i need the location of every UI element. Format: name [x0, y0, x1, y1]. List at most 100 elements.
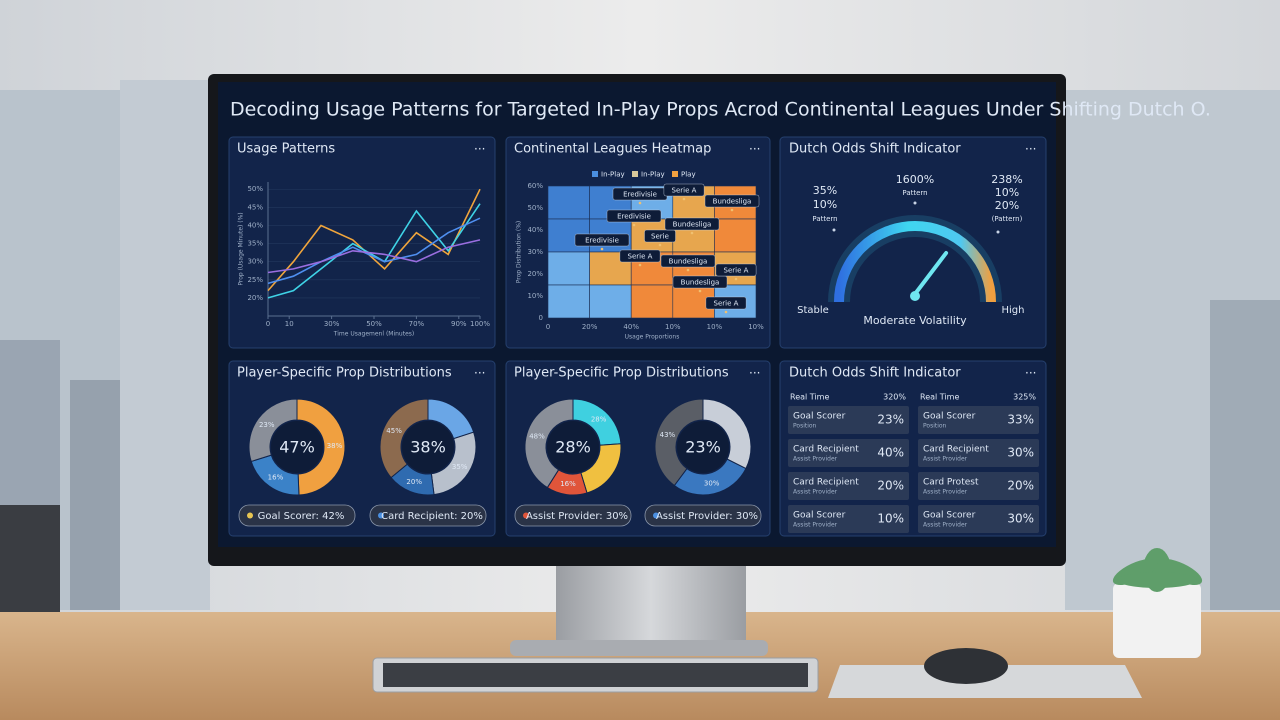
- tag-dot: [632, 223, 636, 227]
- row-name: Goal Scorer: [793, 412, 846, 422]
- y-axis-label: Prop (Usage Minute) (%): [238, 212, 245, 285]
- legend-label: In-Play: [641, 171, 665, 179]
- row-sub: Assist Provider: [923, 456, 968, 463]
- row-value: 30%: [1007, 446, 1034, 460]
- plant: [1112, 548, 1203, 592]
- table-row: [918, 406, 1039, 434]
- y-tick-label: 10%: [527, 292, 543, 300]
- tag-box: [672, 275, 728, 289]
- pill-label: Assist Provider: 30%: [656, 511, 758, 522]
- x-axis-label: Time Usagemenl (Minutes): [333, 331, 415, 338]
- y-tick-label: 0: [539, 314, 543, 322]
- segment-label: 30%: [704, 479, 720, 487]
- donut-hole: [271, 421, 323, 473]
- tag-label: Bundesliga: [673, 221, 712, 229]
- pill[interactable]: [514, 504, 632, 527]
- table-row: [788, 406, 909, 434]
- donut-center: 38%: [410, 438, 446, 457]
- tag-box: [644, 229, 676, 243]
- x-tick-label: 10%: [748, 323, 764, 331]
- row-sub: Assist Provider: [793, 489, 838, 496]
- heat-cell: [714, 218, 757, 253]
- donut-segment: [379, 398, 429, 479]
- tag-box: [664, 217, 720, 231]
- gauge-hub: [910, 291, 920, 301]
- gauge-label: 20%: [995, 199, 1019, 212]
- gauge-label: 10%: [995, 186, 1019, 199]
- marker: [996, 230, 1000, 234]
- pill[interactable]: [644, 504, 762, 527]
- gauge-label: 1600%: [896, 173, 934, 186]
- pill[interactable]: [369, 504, 487, 527]
- table-row: [918, 505, 1039, 533]
- segment-label: 16%: [268, 474, 284, 482]
- tag-dot: [690, 231, 694, 235]
- row-name: Card Protest: [923, 478, 979, 488]
- row-sub: Assist Provider: [923, 489, 968, 496]
- panel-menu[interactable]: ...: [749, 363, 760, 377]
- gauge-high: High: [1002, 305, 1025, 316]
- pill-dot: [378, 512, 384, 519]
- tag-label: Serie A: [724, 267, 749, 275]
- x-tick-label: 50%: [366, 320, 382, 328]
- tag-label: Bundesliga: [681, 279, 720, 287]
- x-tick-label: 70%: [409, 320, 425, 328]
- tag-dot: [730, 208, 734, 212]
- segment-label: 35%: [452, 463, 468, 471]
- tag-dot: [638, 201, 642, 205]
- gauge-track: [834, 221, 996, 303]
- gauge-low: Stable: [797, 305, 829, 316]
- table-header: 325%: [1013, 393, 1036, 402]
- panel-menu[interactable]: ...: [474, 139, 485, 153]
- row-sub: Assist Provider: [793, 456, 838, 463]
- tag-box: [606, 209, 662, 223]
- table-header: Real Time: [920, 393, 959, 402]
- row-value: 23%: [877, 413, 904, 427]
- gauge-caption: Moderate Volatility: [863, 314, 967, 327]
- table-header: 320%: [883, 393, 906, 402]
- pill[interactable]: [238, 504, 356, 527]
- panel-menu[interactable]: ...: [1025, 139, 1036, 153]
- y-tick-label: 60%: [527, 182, 543, 190]
- segment-label: 20%: [406, 478, 422, 486]
- pill-label: Goal Scorer: 42%: [258, 511, 345, 522]
- tag-box: [705, 296, 747, 310]
- tag-dot: [638, 263, 642, 267]
- segment-label: 23%: [259, 421, 275, 429]
- monitor-stand: [556, 562, 746, 650]
- heat-cell: [547, 284, 590, 319]
- legend-swatch: [632, 171, 638, 177]
- segment-label: 48%: [529, 433, 545, 441]
- tag-dot: [682, 197, 686, 201]
- panel-title: Player-Specific Prop Distributions: [514, 366, 729, 381]
- y-tick-label: 20%: [527, 270, 543, 278]
- city-blur: [1210, 300, 1280, 610]
- y-tick-label: 35%: [247, 240, 263, 248]
- tag-dot: [734, 277, 738, 281]
- segment-label: 43%: [660, 431, 676, 439]
- y-tick-label: 40%: [247, 221, 263, 229]
- y-tick-label: 20%: [247, 294, 263, 302]
- pill-label: Assist Provider: 30%: [526, 511, 628, 522]
- panel-menu[interactable]: ...: [474, 363, 485, 377]
- panel-title: Player-Specific Prop Distributions: [237, 366, 452, 381]
- tag-dot: [658, 243, 662, 247]
- y-tick-label: 30%: [527, 248, 543, 256]
- segment-label: 38%: [327, 442, 343, 450]
- y-tick-label: 50%: [247, 185, 263, 193]
- x-axis-label: Usage Proportions: [625, 334, 680, 341]
- x-tick-label: 90%: [451, 320, 467, 328]
- y-tick-label: 25%: [247, 276, 263, 284]
- panel-title: Dutch Odds Shift Indicator: [789, 142, 961, 157]
- tag-box: [715, 263, 757, 277]
- legend-label: In-Play: [601, 171, 625, 179]
- tag-label: Eredivisie: [623, 191, 657, 199]
- row-name: Goal Scorer: [923, 412, 976, 422]
- panel-menu[interactable]: ...: [749, 139, 760, 153]
- city-blur: [70, 380, 120, 610]
- tag-box: [704, 194, 760, 208]
- donut-hole: [677, 421, 729, 473]
- panel-menu[interactable]: ...: [1025, 363, 1036, 377]
- y-axis-label: Prop Distribution (%): [516, 221, 523, 284]
